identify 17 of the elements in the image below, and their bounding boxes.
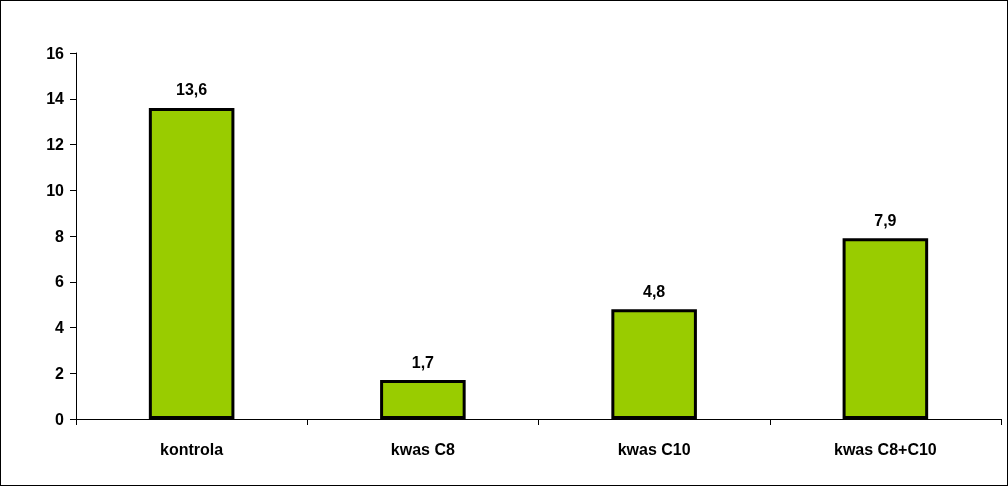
x-tick-label: kwas C8 xyxy=(390,440,455,458)
y-tick-label: 16 xyxy=(46,44,65,62)
data-label: 7,9 xyxy=(874,211,897,229)
data-label: 1,7 xyxy=(411,353,435,371)
y-tick-label: 10 xyxy=(46,181,65,199)
y-tick-label: 4 xyxy=(55,319,65,336)
y-tick-label: 2 xyxy=(55,364,65,382)
y-tick-label: 14 xyxy=(46,90,65,108)
y-tick-label: 6 xyxy=(55,273,65,291)
y-tick-label: 12 xyxy=(46,136,65,153)
data-label: 4,8 xyxy=(643,282,666,300)
y-tick-label: 0 xyxy=(55,410,65,428)
x-tick-label: kwas C8+C10 xyxy=(834,440,937,458)
x-tick-label: kontrola xyxy=(160,440,224,458)
data-label: 13,6 xyxy=(176,81,208,99)
y-tick-label: 8 xyxy=(55,227,65,245)
x-tick-label: kwas C10 xyxy=(617,440,691,458)
